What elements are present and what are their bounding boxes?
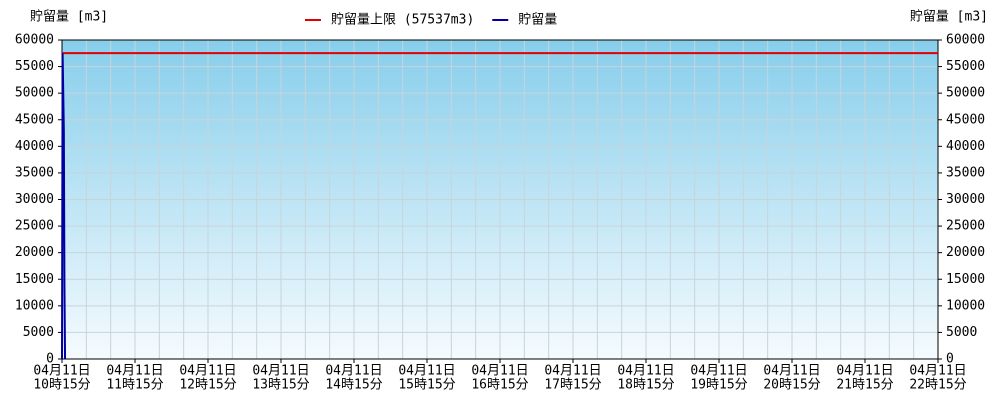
y-tick-label: 15000 <box>15 272 54 287</box>
x-tick-label: 04月11日 <box>398 364 455 379</box>
y-tick-label: 0 <box>46 352 54 367</box>
x-tick-label: 16時15分 <box>471 378 528 393</box>
x-tick-label: 13時15分 <box>252 378 309 393</box>
y-tick-label: 20000 <box>15 245 54 260</box>
x-tick-label: 04月11日 <box>909 364 966 379</box>
x-tick-label: 21時15分 <box>836 378 893 393</box>
y2-tick-label: 40000 <box>946 139 985 154</box>
x-tick-label: 04月11日 <box>544 364 601 379</box>
y2-tick-label: 15000 <box>946 272 985 287</box>
y-tick-label: 45000 <box>15 112 54 127</box>
y2-tick-label: 35000 <box>946 165 985 180</box>
y-tick-label: 5000 <box>23 325 54 340</box>
x-tick-label: 04月11日 <box>836 364 893 379</box>
x-tick-label: 04月11日 <box>690 364 747 379</box>
x-tick-label: 04月11日 <box>179 364 236 379</box>
legend-label: 貯留量上限 (57537m3) <box>331 13 474 28</box>
y2-tick-label: 0 <box>946 352 954 367</box>
x-tick-label: 11時15分 <box>106 378 163 393</box>
x-tick-label: 15時15分 <box>398 378 455 393</box>
x-tick-label: 04月11日 <box>252 364 309 379</box>
x-tick-label: 04月11日 <box>471 364 528 379</box>
x-tick-label: 19時15分 <box>690 378 747 393</box>
y2-tick-label: 25000 <box>946 219 985 234</box>
y-tick-label: 55000 <box>15 59 54 74</box>
y-tick-label: 30000 <box>15 192 54 207</box>
y2-tick-label: 50000 <box>946 86 985 101</box>
x-tick-label: 04月11日 <box>106 364 163 379</box>
y2-axis-label: 貯留量 [m3] <box>910 10 988 25</box>
y2-tick-label: 55000 <box>946 59 985 74</box>
x-tick-label: 12時15分 <box>179 378 236 393</box>
x-tick-label: 18時15分 <box>617 378 674 393</box>
x-tick-label: 22時15分 <box>909 378 966 393</box>
data-line <box>61 53 67 360</box>
y2-tick-label: 10000 <box>946 298 985 313</box>
y-tick-label: 35000 <box>15 165 54 180</box>
x-tick-label: 04月11日 <box>33 364 90 379</box>
x-tick-label: 14時15分 <box>325 378 382 393</box>
x-tick-label: 04月11日 <box>617 364 674 379</box>
y-tick-label: 60000 <box>15 33 54 48</box>
y-tick-label: 25000 <box>15 219 54 234</box>
y2-tick-label: 30000 <box>946 192 985 207</box>
y-tick-label: 50000 <box>15 86 54 101</box>
y2-tick-label: 20000 <box>946 245 985 260</box>
x-tick-label: 04月11日 <box>763 364 820 379</box>
x-tick-label: 04月11日 <box>325 364 382 379</box>
x-tick-label: 20時15分 <box>763 378 820 393</box>
legend-label: 貯留量 <box>518 13 557 28</box>
x-tick-label: 10時15分 <box>33 378 90 393</box>
y2-tick-label: 5000 <box>946 325 977 340</box>
y-tick-label: 40000 <box>15 139 54 154</box>
y2-tick-label: 45000 <box>946 112 985 127</box>
y2-tick-label: 60000 <box>946 33 985 48</box>
x-tick-label: 17時15分 <box>544 378 601 393</box>
y-tick-label: 10000 <box>15 298 54 313</box>
y-axis-label: 貯留量 [m3] <box>30 10 108 25</box>
